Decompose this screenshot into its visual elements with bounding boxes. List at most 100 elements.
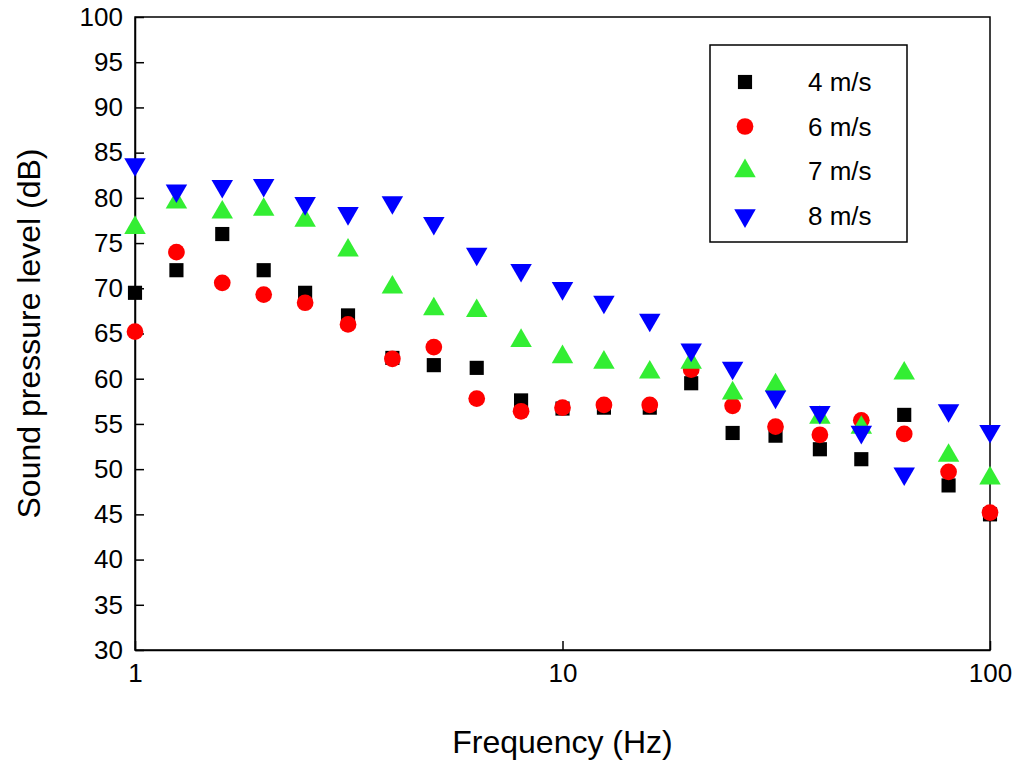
point — [897, 408, 911, 422]
x-tick: 10 — [549, 641, 578, 688]
point — [982, 504, 999, 521]
point — [510, 328, 531, 347]
point — [337, 207, 358, 226]
x-tick-label: 10 — [549, 658, 578, 688]
y-tick: 55 — [94, 409, 144, 439]
point — [639, 314, 660, 333]
y-tick: 90 — [94, 92, 144, 122]
y-tick-mark — [135, 424, 144, 426]
point — [382, 196, 403, 215]
point — [423, 297, 444, 316]
point — [166, 184, 187, 203]
data-points — [124, 158, 1000, 521]
point — [639, 360, 660, 379]
point — [940, 463, 957, 480]
point — [942, 478, 956, 492]
legend: 4 m/s6 m/s7 m/s8 m/s — [710, 45, 907, 242]
y-tick-label: 60 — [94, 364, 123, 394]
point — [513, 403, 530, 420]
point — [809, 406, 830, 425]
y-tick: 100 — [80, 2, 144, 32]
point — [466, 248, 487, 267]
y-tick-label: 30 — [94, 635, 123, 665]
y-tick-label: 35 — [94, 590, 123, 620]
y-tick-label: 40 — [94, 544, 123, 574]
y-tick-label: 70 — [94, 273, 123, 303]
y-tick: 40 — [94, 544, 144, 574]
y-tick-label: 50 — [94, 454, 123, 484]
point — [809, 405, 830, 424]
y-tick-mark — [135, 62, 144, 64]
point — [724, 397, 741, 414]
legend-marker — [734, 209, 755, 228]
point — [340, 316, 357, 333]
plot: 11010030354045505560657075808590951004 m… — [80, 2, 1013, 689]
point — [384, 350, 401, 367]
y-tick-label: 90 — [94, 92, 123, 122]
point — [215, 227, 229, 241]
x-axis: 1 10 100 — [128, 641, 1012, 688]
legend-label: 4 m/s — [808, 67, 872, 97]
point — [722, 362, 743, 381]
point — [938, 443, 959, 462]
chart: 11010030354045505560657075808590951004 m… — [0, 0, 1026, 765]
point — [168, 244, 185, 261]
point — [124, 215, 145, 234]
x-tick-label: 1 — [128, 658, 142, 688]
legend-box — [710, 45, 907, 242]
point — [722, 381, 743, 400]
y-tick-mark — [135, 605, 144, 607]
y-tick: 95 — [94, 47, 144, 77]
y-tick-label: 55 — [94, 409, 123, 439]
x-axis-title: Frequency (Hz) — [452, 724, 673, 760]
y-tick-mark — [135, 650, 144, 652]
y-tick-label: 95 — [94, 47, 123, 77]
y-tick-mark — [135, 559, 144, 561]
point — [552, 345, 573, 364]
point — [127, 323, 144, 340]
y-tick: 60 — [94, 364, 144, 394]
x-tick: 100 — [969, 641, 1012, 688]
y-tick-mark — [135, 198, 144, 200]
point — [128, 286, 142, 300]
y-tick-label: 100 — [80, 2, 123, 32]
point — [596, 397, 613, 414]
point — [466, 298, 487, 317]
point — [765, 373, 786, 392]
x-tick-mark — [990, 641, 992, 650]
point — [813, 442, 827, 456]
y-tick-mark — [135, 469, 144, 471]
point — [593, 296, 614, 315]
y-tick-label: 85 — [94, 137, 123, 167]
point — [470, 361, 484, 375]
y-tick-mark — [135, 378, 144, 380]
legend-marker — [734, 159, 755, 178]
point — [552, 282, 573, 301]
point — [979, 425, 1000, 444]
point — [851, 426, 872, 445]
point — [510, 264, 531, 283]
plot-frame — [135, 17, 990, 650]
legend-label: 7 m/s — [808, 156, 872, 186]
point — [726, 426, 740, 440]
point — [425, 339, 442, 356]
point — [214, 274, 231, 291]
point — [767, 418, 784, 435]
point — [765, 391, 786, 410]
y-tick: 70 — [94, 273, 144, 303]
point — [893, 467, 914, 486]
point — [896, 426, 913, 443]
point — [169, 263, 183, 277]
x-tick-mark — [562, 641, 564, 650]
point — [641, 397, 658, 414]
legend-marker — [737, 118, 754, 135]
y-tick: 30 — [94, 635, 144, 665]
point — [257, 263, 271, 277]
y-tick: 65 — [94, 318, 144, 348]
y-tick-mark — [135, 514, 144, 516]
point — [854, 452, 868, 466]
point — [427, 358, 441, 372]
y-tick-label: 65 — [94, 318, 123, 348]
point — [212, 200, 233, 219]
point — [255, 286, 272, 303]
